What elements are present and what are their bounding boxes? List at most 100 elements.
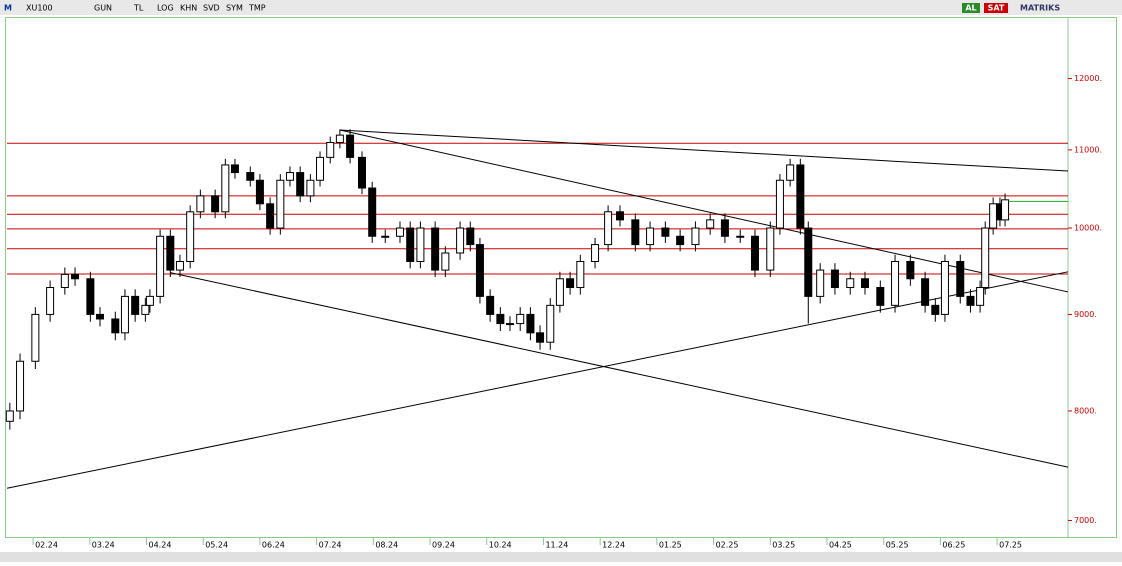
candle-body [775,179,784,229]
candle-body [566,278,575,289]
candle-body [96,313,105,320]
candle-body [555,278,564,306]
toolbar-button[interactable]: SYM [226,4,243,13]
candle-body [496,313,505,325]
x-tick-label: 12.24 [602,541,625,550]
candle-body [676,235,685,246]
candle-body [989,203,998,229]
candle-body [876,287,885,306]
candle-body [296,172,305,197]
brand: MATRIKS [1020,4,1060,13]
x-tick-label: 04.25 [829,541,852,550]
candle-body [750,235,759,271]
candle-body [441,252,450,271]
candle-body [786,164,795,181]
candle-body [175,260,184,271]
toolbar-button[interactable]: TL [133,4,144,13]
candle-body [120,295,129,334]
candle-body [661,227,670,237]
candle-body [357,156,366,189]
candle-body [616,211,625,221]
candle-body [31,313,40,362]
candle-body [604,211,613,246]
candle-body [406,227,415,262]
x-tick-label: 06.24 [262,541,285,550]
candle-body [536,332,545,343]
candle-body [368,187,377,237]
x-tick-label: 11.24 [545,541,568,550]
candle-body [526,313,535,334]
candle-body [505,323,514,326]
candle-body [16,360,25,412]
candle-body [255,179,264,205]
candle-body [246,172,255,181]
candle-body [395,227,404,237]
sell-label[interactable]: SAT [988,4,1005,13]
candle-body [466,227,475,246]
toolbar-button[interactable]: SVD [203,4,220,13]
candle-body [546,304,555,343]
candle-body [631,219,640,246]
x-tick-label: 03.24 [92,541,115,550]
toolbar-button[interactable]: TMP [248,4,266,13]
candle-body [966,295,975,306]
candle-body [230,164,239,174]
candle-body [576,260,585,289]
toolbar-button[interactable]: GUN [94,4,112,13]
candle-body [921,278,930,306]
candle-body [141,304,150,315]
y-tick-label: 8000. [1074,406,1097,415]
scrollbar[interactable] [0,552,1122,562]
candle-body [131,295,140,315]
buy-label[interactable]: AL [965,4,976,13]
candle-body [796,164,805,229]
candle-body [830,269,839,289]
candle-body [691,227,700,246]
trend-line [6,271,1069,489]
candle-body [981,227,990,289]
toolbar-button[interactable]: KHN [180,4,197,13]
y-tick-label: 7000. [1074,516,1097,525]
candle-body [416,227,425,262]
candle-body [306,179,315,197]
candle-body [906,260,915,280]
candle-body [111,318,120,334]
candle-body [804,227,813,297]
candle-body [60,273,69,289]
candle-body [720,219,729,237]
buy-button[interactable] [962,3,980,13]
candle-body [816,269,825,297]
candle-body [591,244,600,262]
symbol[interactable]: XU100 [26,4,53,13]
sell-button[interactable] [984,3,1008,13]
y-tick-label: 12000. [1074,74,1102,83]
x-tick-label: 05.24 [205,541,228,550]
candle-body [285,172,294,181]
candle-body [166,235,175,271]
candle-body [860,278,869,289]
candle-body [335,134,344,143]
candle-body [196,195,205,213]
x-tick-label: 05.25 [886,541,909,550]
candle-body [381,235,390,238]
trend-line [170,272,1069,468]
logo: M [4,4,12,13]
candle-body [186,211,195,262]
candle-body [86,278,95,315]
candle-body [976,287,985,306]
candle-body [156,235,165,297]
candle-body [346,134,355,158]
candle-body [766,227,775,271]
candle-body [456,227,465,254]
toolbar-button[interactable]: LOG [157,4,174,13]
x-tick-label: 02.25 [716,541,739,550]
x-tick-label: 01.25 [659,541,682,550]
y-tick-label: 11000. [1074,145,1102,154]
x-tick-label: 10.24 [489,541,512,550]
candle-body [145,295,154,306]
toolbar [0,0,1122,15]
candle-body [940,260,949,315]
candle-body [475,244,484,297]
